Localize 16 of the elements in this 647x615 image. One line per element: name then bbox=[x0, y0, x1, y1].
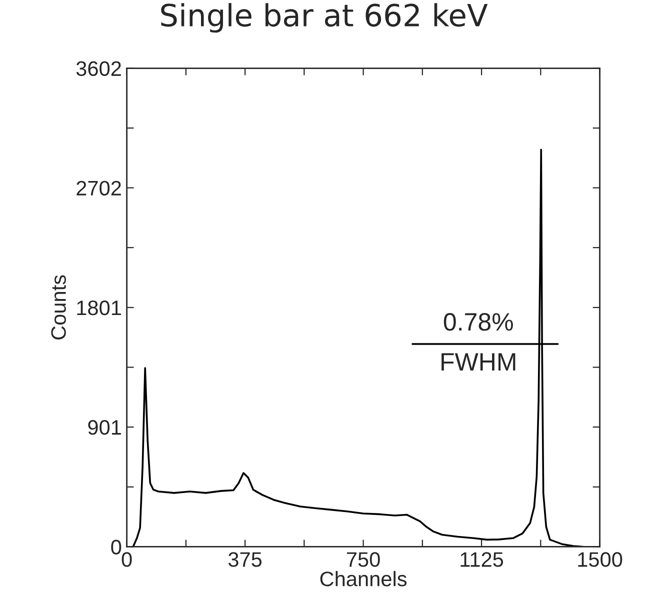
x-tick-label: 1500 bbox=[578, 552, 622, 567]
annotation: 0.78% bbox=[444, 313, 513, 331]
x-tick-label: 750 bbox=[346, 552, 380, 567]
x-tick-label: 375 bbox=[228, 552, 262, 567]
y-tick-label: 3602 bbox=[76, 61, 121, 76]
y-tick-label: 0 bbox=[111, 540, 122, 554]
chart-title: Single bar at 662 keV bbox=[161, 3, 488, 33]
line-series bbox=[132, 148, 584, 547]
annotation: FWHM bbox=[442, 353, 516, 370]
y-tick-label: 1801 bbox=[77, 300, 121, 316]
y-axis-title: Counts bbox=[51, 275, 66, 340]
y-tick-label: 901 bbox=[88, 420, 121, 435]
x-tick-label: 0 bbox=[122, 552, 132, 567]
x-tick-label: 1125 bbox=[460, 552, 504, 567]
y-tick-label: 2702 bbox=[76, 180, 121, 196]
x-axis-title: Channels bbox=[320, 571, 407, 586]
